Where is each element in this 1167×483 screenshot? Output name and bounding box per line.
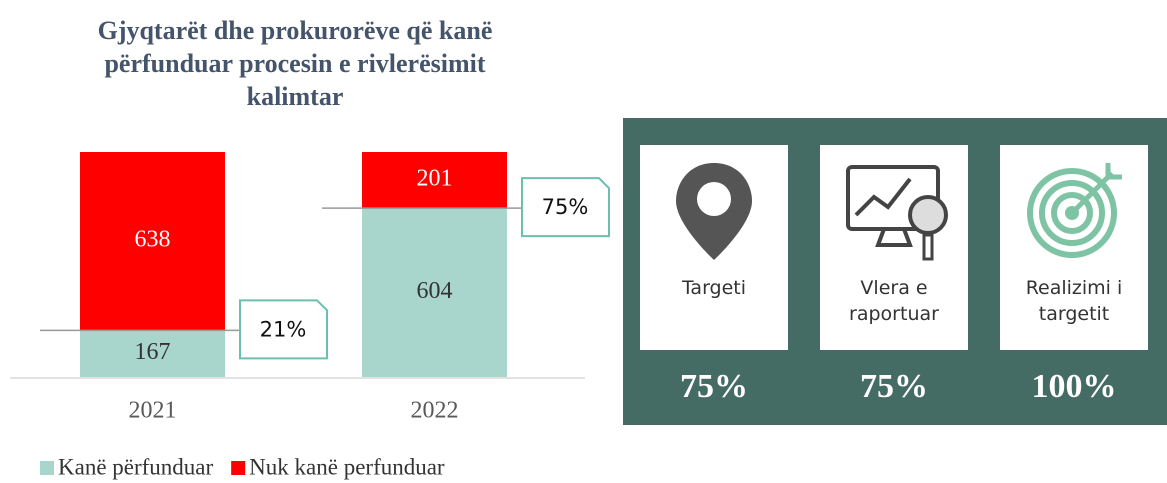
bar-segment bbox=[80, 152, 225, 331]
callout-box bbox=[521, 177, 610, 238]
data-label: 201 bbox=[417, 166, 453, 192]
bar-segment bbox=[362, 208, 507, 377]
bar-segment bbox=[362, 152, 507, 209]
card-label: Targeti bbox=[681, 277, 747, 299]
chart: 167 638 21% 2021 604 201 75% 2022 Kanë përfundua… bbox=[10, 152, 610, 479]
card: Targeti bbox=[640, 145, 788, 350]
bar-segment bbox=[80, 330, 225, 377]
legend-label: Nuk kanë perfunduar bbox=[249, 454, 445, 479]
x-tick-label: 2021 bbox=[129, 398, 177, 424]
card: Vlera e raportuar bbox=[820, 145, 968, 350]
icon bbox=[846, 165, 948, 261]
data-label: 638 bbox=[135, 227, 171, 253]
icon bbox=[1027, 163, 1122, 258]
kpi-panel: Targeti Vlera e raportuar Realizimi i ta… bbox=[623, 118, 1167, 425]
legend-swatch bbox=[231, 461, 246, 475]
callout-label: 21% bbox=[260, 317, 307, 341]
card-label: Realizimi i targetit bbox=[1025, 277, 1123, 325]
x-tick-label: 2022 bbox=[411, 398, 459, 424]
card-label: Vlera e raportuar bbox=[849, 277, 939, 325]
legend-swatch bbox=[40, 461, 54, 475]
card-value: 75% bbox=[680, 368, 748, 405]
data-label: 167 bbox=[135, 339, 171, 365]
legend-label: Kanë përfunduar bbox=[58, 454, 214, 479]
card: Realizimi i targetit bbox=[1000, 145, 1148, 350]
callout-label: 75% bbox=[542, 195, 589, 219]
callout-box bbox=[239, 299, 328, 360]
icon bbox=[676, 163, 752, 260]
chart-title: Gjyqtarët dhe prokurorëve që kanë përfun… bbox=[97, 16, 493, 111]
card-value: 100% bbox=[1031, 368, 1117, 405]
data-label: 604 bbox=[417, 278, 453, 304]
card-value: 75% bbox=[860, 368, 928, 405]
